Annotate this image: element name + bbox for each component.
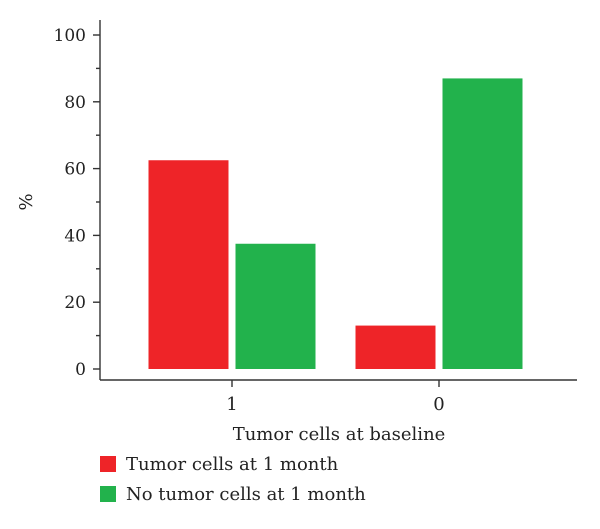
x-tick-label: 0 [433,394,444,415]
y-tick-label: 0 [75,360,86,380]
bars [148,78,523,370]
legend-swatch [100,486,116,502]
y-axis: 0 20 40 60 80 100 [54,20,101,380]
y-tick-label: 20 [64,293,86,313]
bar-tumor-cells-at-1-month-0 [355,325,436,369]
legend: Tumor cells at 1 month No tumor cells at … [100,454,366,505]
bar-no-tumor-cells-at-1-month-0 [442,78,523,370]
y-tick-label: 40 [64,226,86,246]
legend-swatch [100,456,116,472]
y-tick-label: 60 [64,160,86,180]
legend-label: Tumor cells at 1 month [126,454,339,475]
y-tick-label: 80 [64,93,86,113]
bar-tumor-cells-at-1-month-1 [148,160,229,369]
x-tick-label: 1 [226,394,237,415]
x-axis-label: Tumor cells at baseline [233,424,446,445]
legend-label: No tumor cells at 1 month [126,484,366,505]
bar-no-tumor-cells-at-1-month-1 [235,243,316,369]
y-tick-label: 100 [54,26,86,46]
y-axis-label: % [16,193,37,210]
